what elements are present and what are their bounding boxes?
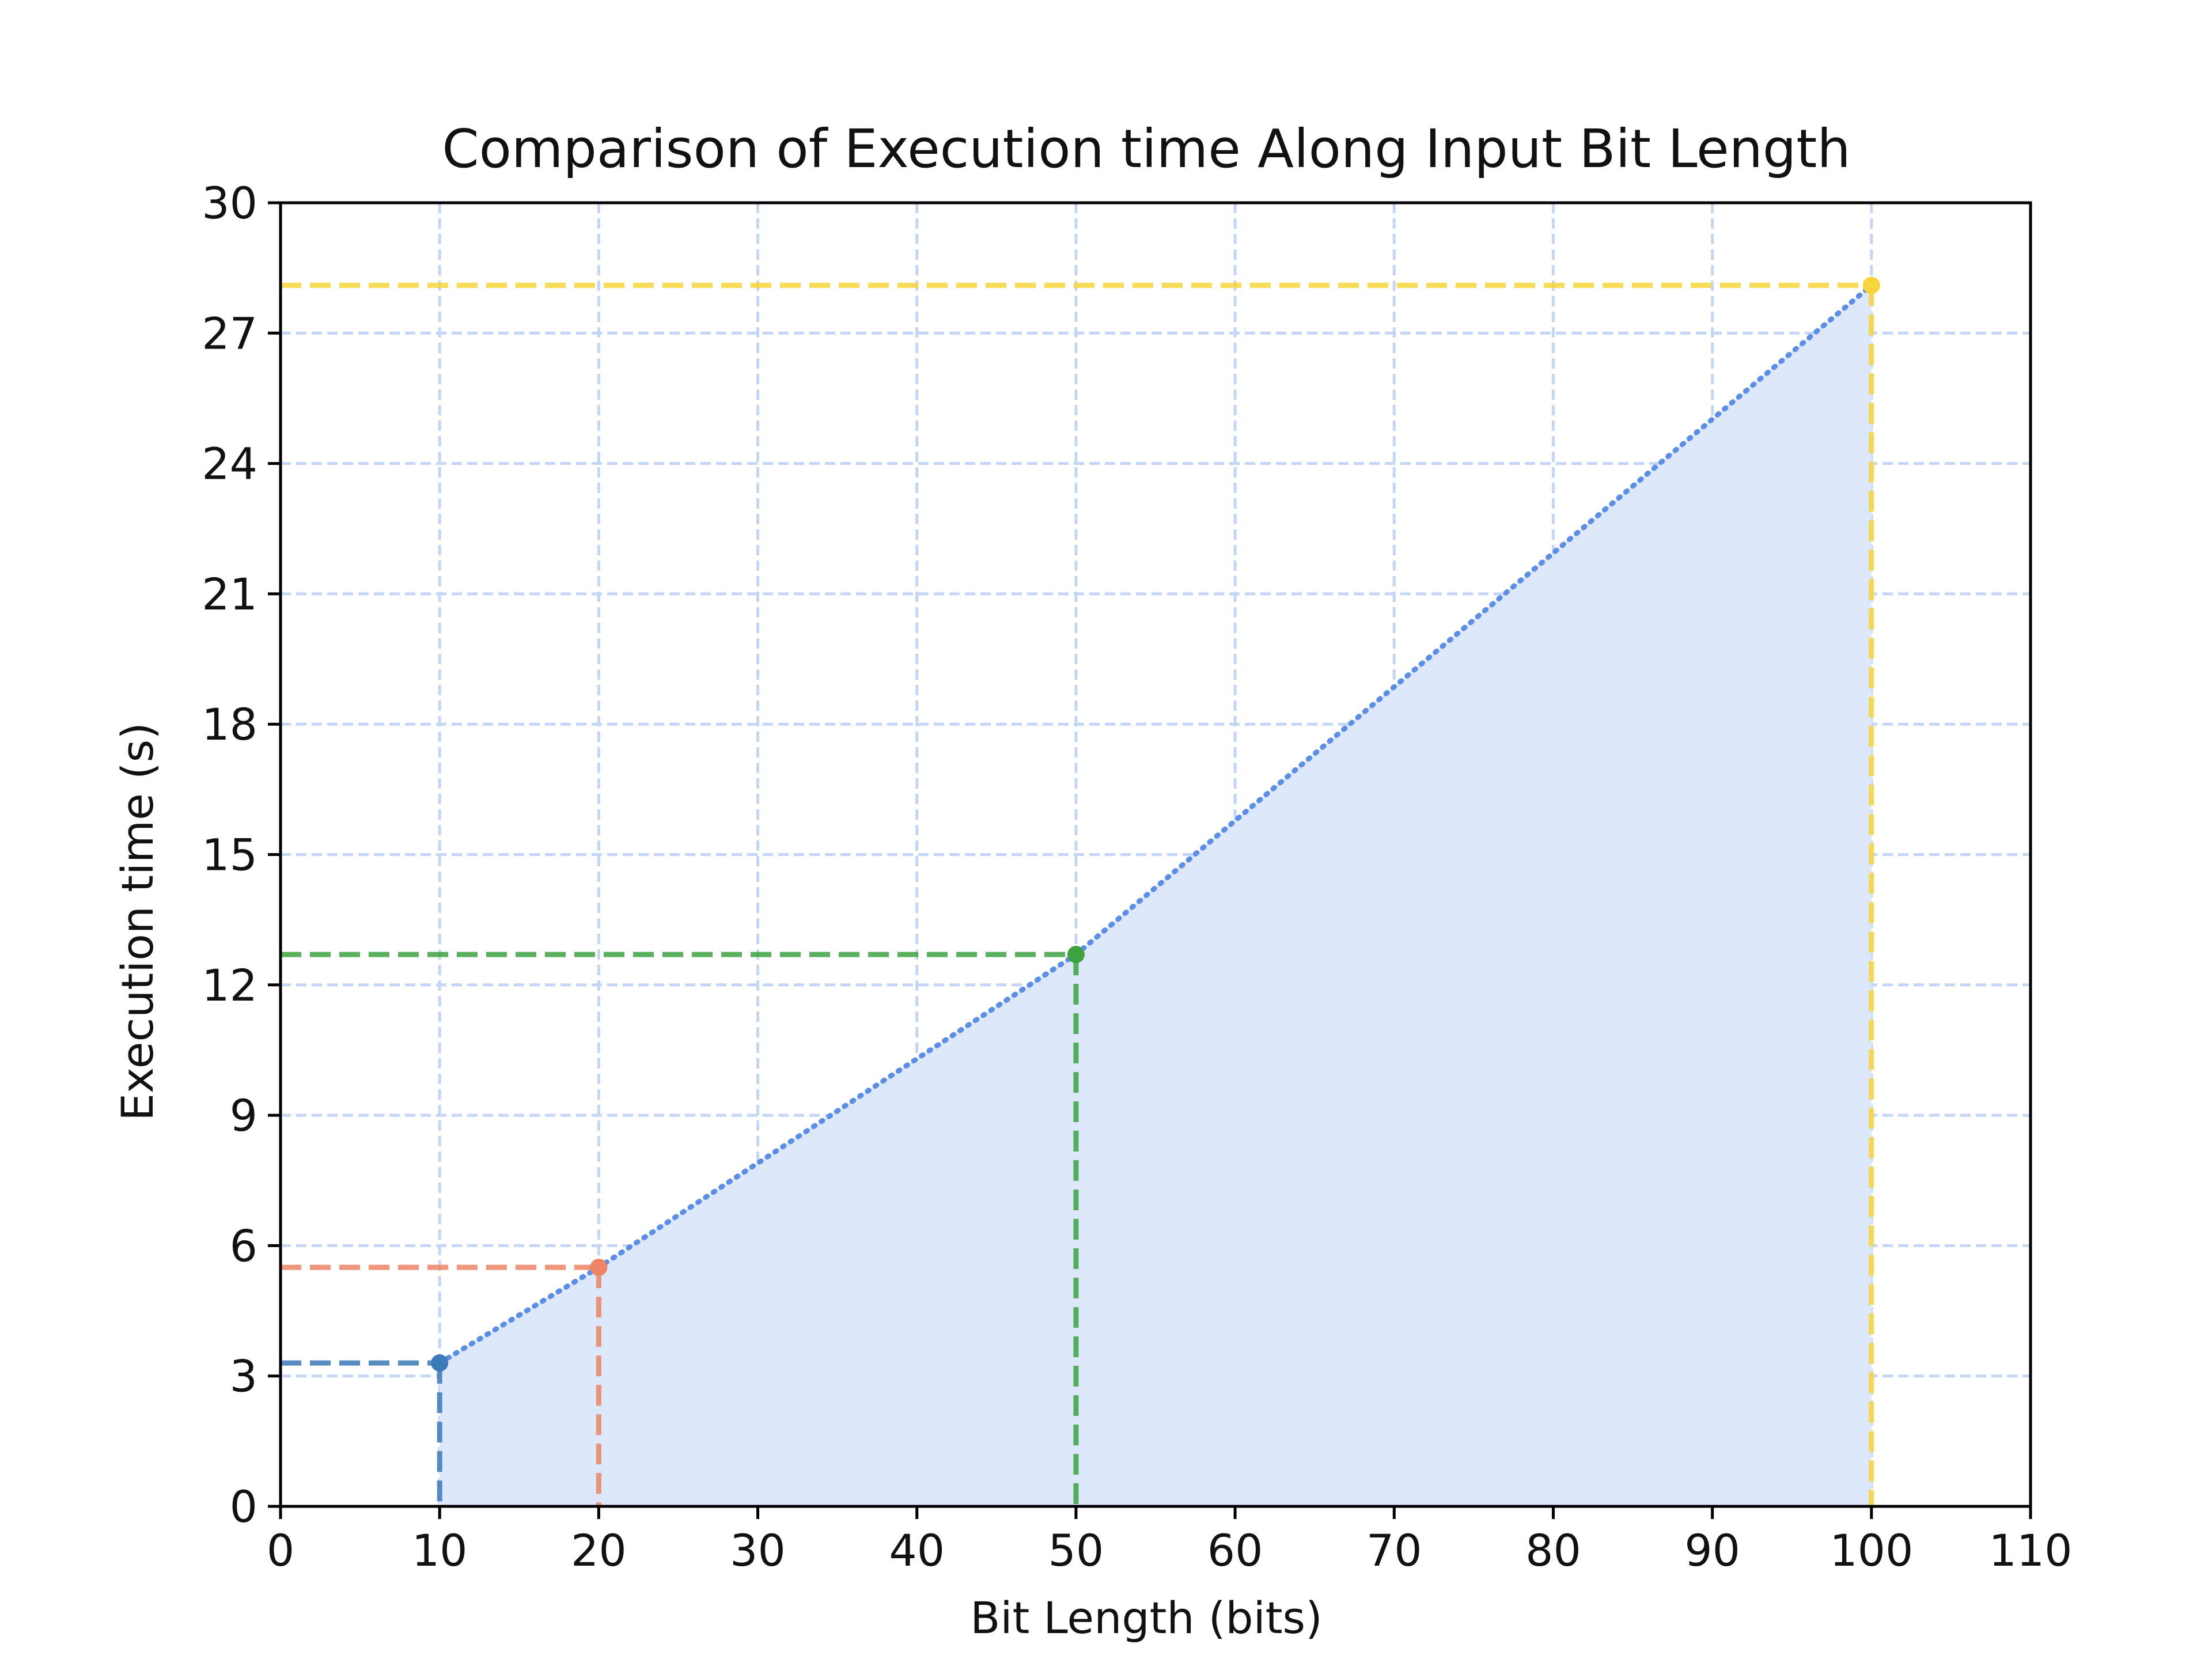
y-tick-label: 12 bbox=[202, 960, 257, 1011]
y-tick-label: 18 bbox=[202, 699, 257, 750]
x-tick-label: 80 bbox=[1525, 1525, 1581, 1576]
y-tick-label: 0 bbox=[230, 1481, 257, 1532]
x-tick-label: 100 bbox=[1830, 1525, 1913, 1576]
x-tick-label: 60 bbox=[1207, 1525, 1263, 1576]
area-fill bbox=[440, 285, 1872, 1507]
x-tick-label: 10 bbox=[412, 1525, 468, 1576]
data-point bbox=[431, 1354, 449, 1372]
chart-title: Comparison of Execution time Along Input… bbox=[442, 118, 1850, 180]
y-tick-label: 27 bbox=[202, 308, 257, 359]
area-fill-shape bbox=[440, 285, 1872, 1507]
x-tick-label: 70 bbox=[1366, 1525, 1422, 1576]
y-tick-label: 24 bbox=[202, 438, 257, 490]
y-axis-label: Execution time (s) bbox=[112, 722, 163, 1121]
x-tick-label: 90 bbox=[1684, 1525, 1740, 1576]
y-tick-label: 3 bbox=[230, 1351, 257, 1402]
y-tick-label: 15 bbox=[202, 830, 257, 881]
y-tick-label: 21 bbox=[202, 569, 257, 620]
x-tick-label: 30 bbox=[730, 1525, 786, 1576]
y-tick-label: 9 bbox=[230, 1090, 257, 1141]
y-axis-ticks: 0 3 6 9 12 15 18 21 24 27 30 bbox=[202, 177, 281, 1532]
x-tick-label: 110 bbox=[1988, 1525, 2072, 1576]
data-point bbox=[1862, 276, 1880, 294]
guide-lines bbox=[281, 282, 1874, 1506]
trend-line-path bbox=[437, 282, 1874, 1366]
x-axis-ticks: 0 10 20 30 40 50 60 70 80 90 100 110 bbox=[267, 1506, 2073, 1576]
x-tick-label: 20 bbox=[571, 1525, 627, 1576]
data-point bbox=[1067, 945, 1085, 963]
x-tick-label: 50 bbox=[1048, 1525, 1104, 1576]
data-point bbox=[590, 1259, 608, 1277]
trend-line bbox=[437, 282, 1874, 1366]
x-axis-label: Bit Length (bits) bbox=[970, 1592, 1323, 1643]
x-tick-label: 0 bbox=[267, 1525, 294, 1576]
data-points bbox=[431, 276, 1880, 1372]
x-tick-label: 40 bbox=[889, 1525, 945, 1576]
y-tick-label: 6 bbox=[230, 1220, 257, 1271]
y-tick-label: 30 bbox=[202, 177, 257, 229]
